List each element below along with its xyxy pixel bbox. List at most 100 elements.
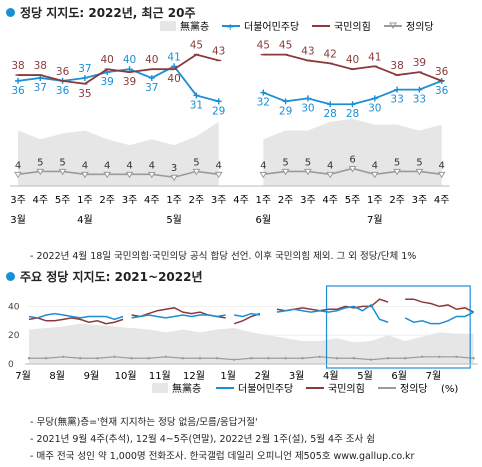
x-month-label: 3월 bbox=[289, 370, 305, 382]
dem-point bbox=[260, 89, 267, 96]
dem-line-2 bbox=[234, 312, 260, 318]
x-week-label: 5주 bbox=[55, 195, 71, 206]
x-month-label: 8월 bbox=[49, 370, 65, 382]
justice-point bbox=[125, 171, 134, 179]
justice-point bbox=[36, 168, 45, 176]
dem-line-3 bbox=[276, 303, 389, 323]
justice-point bbox=[352, 357, 356, 360]
section2-header: 주요 정당 지지도: 2021~2022년 bbox=[6, 268, 203, 285]
bullet-icon bbox=[6, 272, 15, 281]
chart1-legend: 無黨층 + 더불어민주당 국민의힘 정의당 bbox=[160, 20, 434, 33]
justice-point bbox=[44, 357, 48, 360]
justice-point bbox=[147, 357, 150, 360]
dem-label: 28 bbox=[346, 108, 359, 120]
legend-dem-label: 더불어민주당 bbox=[244, 21, 299, 33]
justice-point bbox=[326, 171, 335, 179]
dem-label: 40 bbox=[123, 54, 136, 66]
justice-label: 4 bbox=[15, 160, 21, 171]
justice-point bbox=[281, 168, 290, 176]
dem-label: 30 bbox=[368, 102, 381, 114]
justice-label: 4 bbox=[82, 160, 88, 171]
ppp-label: 43 bbox=[301, 45, 314, 57]
justice-label: 6 bbox=[349, 154, 355, 165]
x-week-label: 1주 bbox=[256, 195, 272, 206]
legend-unit: (%) bbox=[441, 384, 458, 395]
dem-point bbox=[193, 92, 200, 99]
justice-label: 4 bbox=[327, 160, 333, 171]
justice-label: 4 bbox=[149, 160, 155, 171]
justice-label: 4 bbox=[260, 160, 266, 171]
justice-point bbox=[164, 355, 167, 358]
justice-label: 3 bbox=[171, 163, 177, 174]
ppp-label: 36 bbox=[56, 66, 70, 78]
x-month-label: 7월 bbox=[426, 370, 442, 382]
x-week-label: 2주 bbox=[99, 195, 115, 206]
ppp-label: 40 bbox=[346, 54, 359, 66]
none-area-0 bbox=[18, 121, 219, 186]
dem-line-1 bbox=[131, 314, 226, 319]
y-tick-label: 20 bbox=[8, 331, 20, 341]
justice-label: 5 bbox=[193, 157, 199, 168]
none-area bbox=[29, 323, 474, 364]
x-month-label: 7월 bbox=[15, 370, 31, 382]
justice-point bbox=[284, 357, 287, 360]
x-week-label: 3주 bbox=[10, 195, 26, 206]
justice-point bbox=[192, 168, 201, 176]
dem-label: 36 bbox=[11, 85, 25, 97]
dem-point bbox=[148, 74, 155, 81]
x-month-label: 3월 bbox=[10, 214, 26, 226]
ppp-label: 40 bbox=[101, 54, 114, 66]
legend-ppp-label: 국민의힘 bbox=[328, 383, 365, 395]
justice-label: 5 bbox=[282, 157, 288, 168]
note1: - 2022년 4월 18일 국민의힘·국민의당 공식 합당 선언. 이후 국민… bbox=[30, 251, 417, 262]
ppp-label: 38 bbox=[390, 60, 403, 72]
dem-label: 30 bbox=[301, 102, 314, 114]
chart2: 0 20 40 7월 8월 9월 10월 11월 12월 1월 2월 3월 4월 5월 6월 7월 無黨층 더불어… bbox=[8, 285, 478, 395]
justice-point bbox=[181, 357, 185, 360]
x-month-label: 4월 bbox=[77, 214, 93, 226]
legend-justice-label: 정의당 bbox=[406, 21, 434, 33]
ppp-label: 38 bbox=[11, 60, 24, 72]
justice-label: 4 bbox=[126, 160, 132, 171]
x-month-label: 1월 bbox=[220, 370, 236, 382]
x-week-label: 3주 bbox=[122, 195, 138, 206]
justice-point bbox=[130, 357, 133, 360]
justice-point bbox=[58, 168, 67, 176]
ppp-label: 40 bbox=[145, 54, 158, 66]
justice-label: 5 bbox=[305, 157, 311, 168]
justice-point bbox=[386, 357, 390, 360]
x-week-label: 2주 bbox=[389, 195, 405, 206]
x-month-label: 6월 bbox=[391, 370, 407, 382]
chart1: 無黨층 + 더불어민주당 국민의힘 정의당36384373853636537354394… bbox=[10, 20, 450, 226]
justice-point bbox=[415, 168, 424, 176]
x-week-label: 1주 bbox=[77, 195, 93, 206]
dem-line-0 bbox=[28, 312, 124, 321]
dem-label: 36 bbox=[435, 85, 449, 97]
x-week-label: 3주 bbox=[412, 195, 428, 206]
ppp-line-0 bbox=[28, 317, 124, 325]
section2-title: 주요 정당 지지도: 2021~2022년 bbox=[20, 270, 203, 284]
legend-none-swatch bbox=[160, 21, 176, 31]
dem-label: 33 bbox=[413, 94, 426, 106]
justice-point bbox=[81, 171, 89, 179]
justice-point bbox=[393, 168, 401, 176]
x-week-label: 4주 bbox=[322, 195, 338, 206]
x-month-label: 12월 bbox=[183, 370, 205, 382]
ppp-label: 39 bbox=[413, 57, 426, 69]
y-tick-label: 40 bbox=[8, 302, 20, 312]
legend-justice-label: 정의당 bbox=[400, 383, 428, 395]
x-week-label: 3주 bbox=[211, 195, 227, 206]
dem-point bbox=[349, 101, 356, 108]
justice-label: 4 bbox=[439, 160, 445, 171]
justice-point bbox=[335, 357, 338, 360]
ppp-line-0 bbox=[18, 53, 219, 85]
justice-label: 5 bbox=[59, 157, 65, 168]
x-month-label: 2월 bbox=[255, 370, 271, 382]
ppp-label: 45 bbox=[190, 40, 203, 52]
justice-point bbox=[96, 357, 99, 360]
x-week-label: 4주 bbox=[33, 195, 49, 206]
chart2-legend: 無黨층 더불어민주당 국민의힘 정의당 (%) bbox=[152, 382, 458, 395]
x-week-label: 5주 bbox=[345, 195, 361, 206]
note2-1: - 2021년 9월 4주(추석), 12월 4~5주(연말), 2022년 2… bbox=[30, 434, 376, 445]
ppp-label: 45 bbox=[279, 40, 292, 52]
